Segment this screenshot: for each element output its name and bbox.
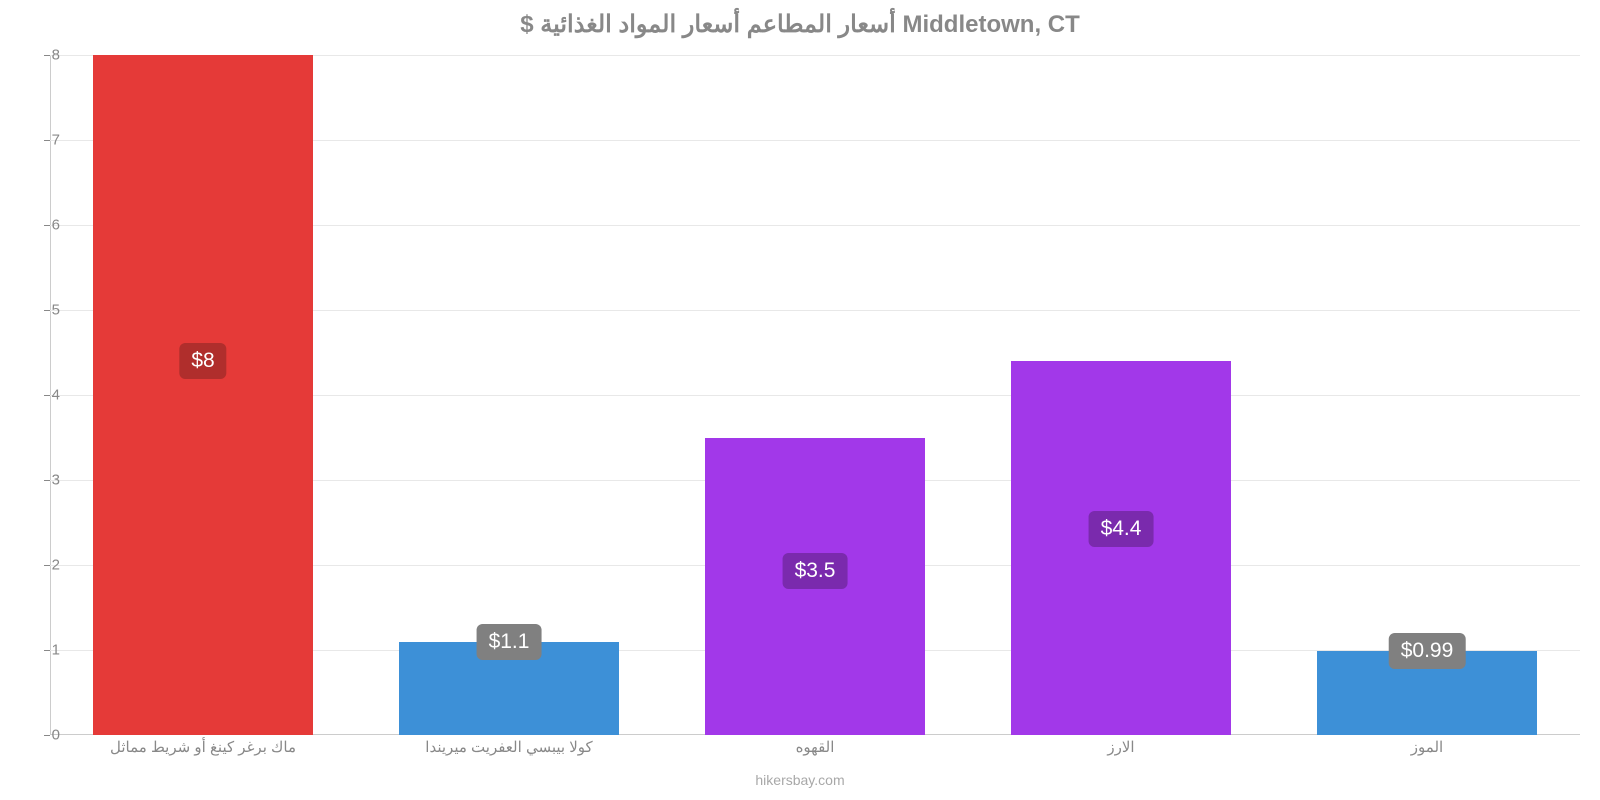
bar: $0.99 xyxy=(1317,651,1537,735)
bar-slot: $0.99 xyxy=(1274,55,1580,735)
bar: $1.1 xyxy=(399,642,619,736)
value-badge: $8 xyxy=(179,343,226,379)
x-tick-label: ماك برغر كينغ أو شريط مماثل xyxy=(50,738,356,756)
x-tick-label: كولا بيبسي العفريت ميريندا xyxy=(356,738,662,756)
value-badge: $1.1 xyxy=(477,624,542,660)
y-tick-label: 4 xyxy=(20,387,60,404)
source-attribution: hikersbay.com xyxy=(0,772,1600,788)
value-badge: $4.4 xyxy=(1089,511,1154,547)
x-axis-labels: ماك برغر كينغ أو شريط مماثلكولا بيبسي ال… xyxy=(50,738,1580,756)
bar: $3.5 xyxy=(705,438,925,736)
price-bar-chart: $ أسعار المطاعم أسعار المواد الغذائية Mi… xyxy=(0,0,1600,800)
x-tick-label: القهوه xyxy=(662,738,968,756)
x-tick-label: الموز xyxy=(1274,738,1580,756)
bar: $4.4 xyxy=(1011,361,1231,735)
y-tick-label: 7 xyxy=(20,132,60,149)
y-tick-label: 6 xyxy=(20,217,60,234)
bar-slot: $4.4 xyxy=(968,55,1274,735)
y-tick-label: 8 xyxy=(20,47,60,64)
value-badge: $0.99 xyxy=(1389,633,1466,669)
bar: $8 xyxy=(93,55,313,735)
y-tick-label: 2 xyxy=(20,557,60,574)
plot-area: $8 $1.1 $3.5 $4.4 $0.99 xyxy=(50,55,1580,735)
y-tick-label: 5 xyxy=(20,302,60,319)
bar-slot: $1.1 xyxy=(356,55,662,735)
y-tick-label: 3 xyxy=(20,472,60,489)
bar-slot: $3.5 xyxy=(662,55,968,735)
bars-row: $8 $1.1 $3.5 $4.4 $0.99 xyxy=(50,55,1580,735)
y-tick-label: 1 xyxy=(20,642,60,659)
chart-title: $ أسعار المطاعم أسعار المواد الغذائية Mi… xyxy=(0,10,1600,39)
value-badge: $3.5 xyxy=(783,553,848,589)
bar-slot: $8 xyxy=(50,55,356,735)
x-tick-label: الارز xyxy=(968,738,1274,756)
